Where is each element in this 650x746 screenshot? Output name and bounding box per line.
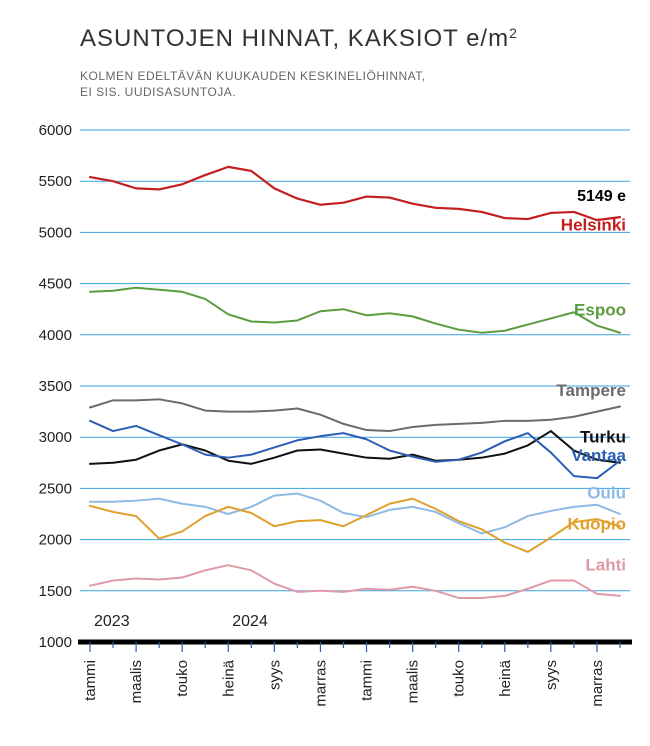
year-label: 2023 (94, 613, 130, 630)
x-tick-label: tammi (82, 660, 99, 701)
series-label: Kuopio (567, 514, 626, 533)
series-oulu (90, 494, 620, 534)
y-tick-label: 3000 (39, 429, 72, 446)
x-tick-labels: tammi maalis touko heinä syys marras tammi maal… (82, 659, 606, 706)
chart-container: ASUNTOJEN HINNAT, KAKSIOT e/m2 KOLMEN EDE… (0, 0, 650, 746)
series-label: Oulu (587, 484, 626, 503)
x-tick-label: marras (589, 660, 606, 707)
y-tick-label: 5500 (39, 173, 72, 190)
y-tick-label: 1000 (39, 634, 72, 651)
series-label: Tampere (556, 381, 626, 400)
y-tick-label: 4500 (39, 276, 72, 293)
series-label: Espoo (574, 300, 626, 319)
chart-subtitle: EI SIS. UUDISASUNTOJA. (80, 85, 236, 99)
x-tick-label: syys (266, 660, 283, 690)
y-tick-label: 4000 (39, 327, 72, 344)
series-espoo (90, 288, 620, 333)
series-label: Helsinki (561, 215, 626, 234)
series-label: Turku (580, 427, 626, 446)
series-helsinki (90, 167, 620, 220)
series-label: Lahti (585, 555, 626, 574)
x-tick-label: touko (451, 660, 468, 697)
x-tick-label: marras (312, 660, 329, 707)
chart-subtitle: KOLMEN EDELTÄVÄN KUUKAUDEN KESKINELIÖHIN… (80, 69, 426, 83)
value-annotation: 5149 e (577, 188, 626, 205)
chart-title: ASUNTOJEN HINNAT, KAKSIOT e/m2 (80, 25, 518, 52)
x-tick-label: heinä (220, 659, 237, 696)
series-vantaa (90, 421, 620, 478)
series-label: Vantaa (571, 446, 626, 465)
y-tick-label: 1500 (39, 583, 72, 600)
series-tampere (90, 399, 620, 431)
year-label: 2024 (232, 613, 268, 630)
x-tick-label: maalis (128, 660, 145, 703)
series-lahti (90, 565, 620, 598)
y-tick-label: 5000 (39, 224, 72, 241)
y-tick-label: 3500 (39, 378, 72, 395)
x-tick-label: tammi (359, 660, 376, 701)
x-tick-label: syys (543, 660, 560, 690)
y-grid (80, 130, 630, 642)
y-tick-label: 6000 (39, 122, 72, 139)
x-tick-label: touko (174, 660, 191, 697)
y-tick-label: 2000 (39, 532, 72, 549)
x-tick-label: heinä (497, 659, 514, 696)
x-tick-label: maalis (405, 660, 422, 703)
series-group (90, 167, 620, 598)
y-tick-label: 2500 (39, 480, 72, 497)
series-kuopio (90, 499, 620, 552)
